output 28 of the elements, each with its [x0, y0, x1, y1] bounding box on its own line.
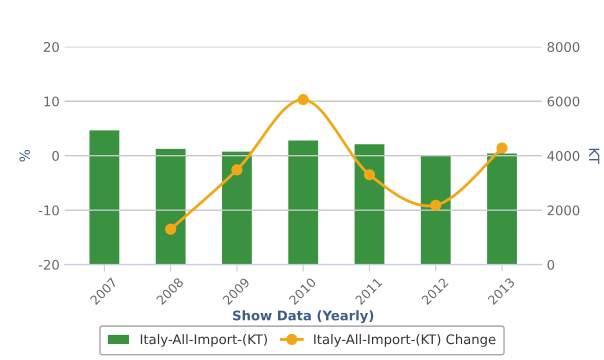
x-axis-title: Show Data (Yearly) [233, 310, 374, 324]
y2-tick-label: 4000 [547, 150, 580, 161]
point [430, 200, 442, 211]
legend-label: Italy-All-Import-(KT) [140, 334, 267, 347]
y-axis-title: % [19, 150, 30, 162]
point [496, 142, 508, 154]
bar [222, 152, 252, 265]
y-tick-label: 10 [44, 96, 59, 106]
y-tick-label: 20 [44, 42, 59, 52]
bar [354, 144, 384, 265]
point [165, 224, 176, 235]
y2-tick-label: 2000 [548, 205, 580, 216]
bar [487, 154, 517, 265]
y-tick-label: -10 [38, 205, 59, 216]
bar [420, 155, 451, 265]
y-tick-label: 0 [52, 150, 59, 161]
point [364, 169, 376, 180]
point [298, 94, 309, 106]
bar [288, 140, 318, 265]
y2-tick-label: 6000 [548, 96, 580, 106]
bar [89, 130, 120, 265]
point [231, 164, 242, 176]
y2-tick-label: 0 [548, 260, 554, 270]
bar [156, 148, 186, 265]
y-tick-label: -20 [38, 260, 59, 270]
y2-axis-title: KT [589, 148, 600, 164]
legend-label: Italy-All-Import-(KT) Change [314, 334, 496, 347]
y2-tick-label: 8000 [548, 42, 580, 52]
